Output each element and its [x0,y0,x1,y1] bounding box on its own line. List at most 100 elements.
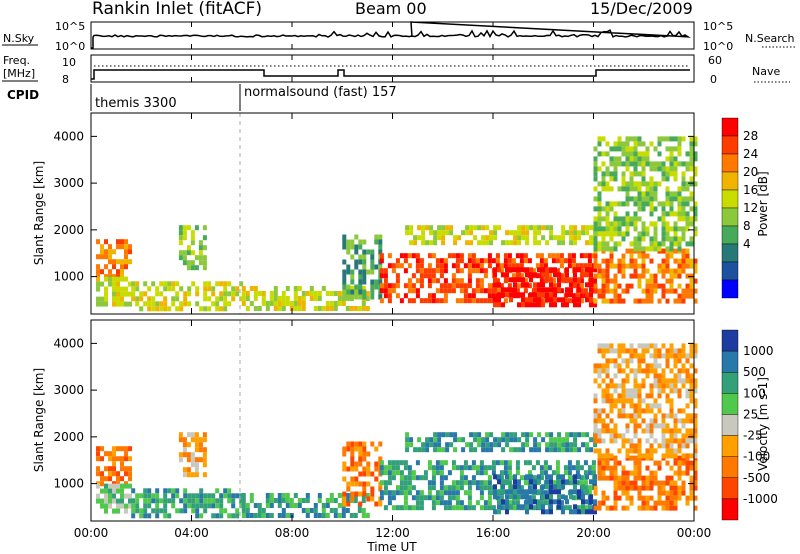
heatmap-cell [151,301,156,307]
heatmap-cell [537,489,541,495]
heatmap-cell [517,447,522,453]
heatmap-cell [653,353,658,359]
heatmap-cell [693,453,698,459]
heatmap-cell [435,263,440,269]
heatmap-cell [120,239,124,245]
heatmap-cell [191,503,196,509]
heatmap-cell [183,296,188,302]
heatmap-cell [447,470,452,476]
heatmap-cell [673,453,678,459]
heatmap-cell [685,465,690,471]
heatmap-cell [681,231,686,237]
heatmap-cell [104,476,108,482]
heatmap-cell [131,498,136,504]
heatmap-cell [551,480,556,486]
heatmap-cell [617,221,622,227]
heatmap-cell [370,254,375,260]
heatmap-cell [665,363,670,369]
heatmap-cell [419,505,424,511]
heatmap-cell [633,353,638,359]
heatmap-cell [575,460,580,466]
heatmap-cell [653,181,658,187]
heatmap-cell [517,292,521,298]
freq-trace [91,69,690,80]
heatmap-cell [563,298,568,304]
heatmap-cell [625,146,630,152]
heatmap-cell [645,196,650,202]
heatmap-cell [527,258,532,264]
heatmap-cell [523,480,528,486]
heatmap-cell [427,278,432,284]
heatmap-cell [395,490,400,496]
heatmap-cell [673,166,678,172]
heatmap-cell [253,286,258,291]
heatmap-cell [405,447,410,453]
heatmap-cell [511,258,516,264]
heatmap-cell [549,479,553,485]
heatmap-cell [139,508,144,514]
heatmap-cell [669,151,674,157]
heatmap-cell [677,146,682,152]
heatmap-cell [541,484,545,490]
heatmap-cell [175,296,180,302]
heatmap-cell [403,268,408,274]
heatmap-cell [116,244,120,250]
heatmap-cell [689,196,694,202]
heatmap-cell [439,263,444,269]
heatmap-cell [407,253,412,259]
heatmap-cell [633,485,638,491]
heatmap-cell [673,378,678,384]
heatmap-cell [435,258,440,264]
heatmap-cell [517,504,521,510]
heatmap-cell [403,460,408,466]
y-tick-label: 1000 [53,270,84,284]
heatmap-cell [223,488,228,494]
heatmap-cell [342,239,347,245]
heatmap-cell [249,513,254,518]
heatmap-cell [493,474,497,480]
heatmap-cell [601,500,606,506]
heatmap-cell [354,441,359,447]
heatmap-cell [419,283,424,289]
heatmap-cell [391,470,396,476]
heatmap-cell [379,258,384,264]
heatmap-cell [689,206,694,212]
heatmap-cell [465,225,470,231]
heatmap-cell [613,293,618,299]
heatmap-cell [439,258,444,264]
heatmap-cell [649,475,654,481]
heatmap-cell [633,423,638,429]
heatmap-cell [155,488,160,494]
heatmap-cell [621,413,626,419]
heatmap-cell [561,297,565,303]
heatmap-cell [649,408,654,414]
heatmap-cell [609,393,614,399]
heatmap-cell [505,292,509,298]
heatmap-cell [378,501,383,507]
heatmap-cell [358,244,363,250]
heatmap-cell [593,186,598,192]
heatmap-cell [593,166,598,172]
heatmap-cell [689,156,694,162]
heatmap-cell [597,363,602,369]
heatmap-cell [285,493,290,498]
heatmap-cell [645,181,650,187]
heatmap-cell [693,388,698,394]
heatmap-cell [431,505,436,511]
heatmap-cell [116,276,120,282]
heatmap-cell [143,513,148,519]
heatmap-cell [407,485,412,491]
heatmap-cell [533,442,538,448]
heatmap-cell [505,474,509,480]
heatmap-cell [689,258,694,264]
heatmap-cell [625,363,630,369]
heatmap-cell [489,240,494,246]
heatmap-cell [693,368,698,374]
heatmap-cell [693,485,698,491]
heatmap-cell [403,293,408,299]
heatmap-cell [609,418,614,424]
heatmap-cell [293,291,298,296]
heatmap-cell [269,301,274,306]
heatmap-cell [673,171,678,177]
heatmap-cell [96,239,100,245]
